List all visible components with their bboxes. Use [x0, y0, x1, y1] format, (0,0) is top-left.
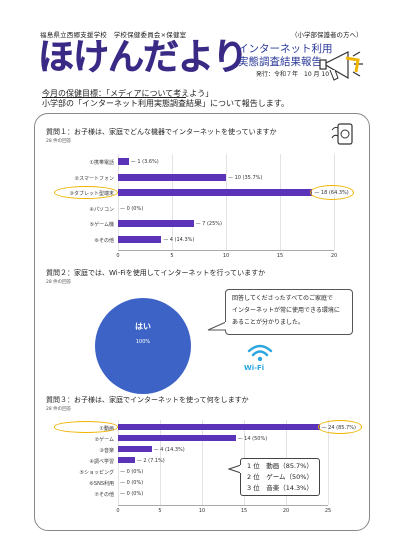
category-label: ⑥その他	[94, 237, 114, 244]
x-tick-label: 20	[282, 508, 290, 514]
megaphone-icon	[319, 51, 363, 81]
category-label: ⑥SNS利用	[89, 481, 114, 487]
x-axis	[118, 505, 328, 506]
bar	[118, 173, 226, 181]
rank-2: 2 位 ゲーム（50%）	[247, 473, 313, 481]
data-label: — 10 (35.7%)	[228, 174, 263, 181]
data-label: — 14 (50%)	[237, 436, 268, 442]
intro-text: 小学部の「インターネット利用実態調査結果」について報告します。	[42, 99, 289, 108]
x-tick-label: 10	[198, 508, 206, 514]
gridline	[334, 154, 335, 250]
gridline	[160, 420, 161, 505]
x-axis	[118, 250, 334, 251]
data-label: — 4 (14.3%)	[153, 447, 185, 453]
gridline	[280, 154, 281, 250]
rank-3: 3 位 音楽（14.3%）	[247, 484, 313, 492]
ranking-pointer	[228, 464, 242, 474]
q1-title: 質問１：お子様は、家庭でどんな機器でインターネットを使っていますか	[46, 128, 277, 136]
category-label: ⑦その他	[94, 492, 114, 498]
gridline	[328, 420, 329, 505]
data-label: — 0 (0%)	[120, 469, 144, 475]
q1-count: 28 件の回答	[46, 139, 72, 144]
data-label: — 0 (0%)	[120, 491, 144, 497]
bar	[118, 189, 313, 196]
q2-pie-slice	[95, 298, 191, 394]
q3-count: 28 件の回答	[46, 407, 72, 412]
subtitle-line-2: 実態調査結果報告	[238, 56, 322, 68]
highlight-ellipse	[54, 421, 118, 433]
gridline	[226, 154, 227, 250]
q2-callout: 回答してくださったすべてのご家庭で インターネットが常に使用できる環境に あるこ…	[225, 289, 353, 335]
data-label: — 2 (7.1%)	[136, 458, 165, 464]
category-label: ①携帯電話	[89, 160, 114, 166]
data-label: — 0 (0%)	[120, 205, 144, 212]
wifi-label: Wi-Fi	[244, 364, 265, 372]
gridline	[118, 154, 119, 250]
category-label: ②ゲーム	[94, 437, 114, 443]
callout-line-2: インターネットが常に使用できる環境に	[232, 307, 340, 314]
gridline	[118, 420, 119, 505]
q3-ranking-box: 1 位 動画（85.7%） 2 位 ゲーム（50%） 3 位 音楽（14.3%）	[240, 458, 320, 496]
audience-label: （小学部保護者の方へ）	[291, 31, 363, 39]
wifi-icon	[247, 344, 273, 362]
category-label: ⑤ショッピング	[79, 470, 114, 476]
x-tick-label: 5	[158, 508, 162, 514]
x-tick-label: 25	[324, 508, 332, 514]
highlight-ellipse	[54, 186, 118, 199]
bar	[118, 457, 135, 463]
data-label: — 0 (0%)	[120, 480, 144, 486]
bar	[118, 446, 152, 452]
category-label: ②スマートフォン	[74, 175, 114, 182]
callout-pointer	[207, 321, 228, 331]
category-label: ③音楽	[99, 448, 114, 454]
x-tick-label: 10	[222, 253, 230, 259]
gridline	[172, 154, 173, 250]
report-subtitle: インターネット利用 実態調査結果報告	[238, 43, 333, 69]
data-label: — 1 (3.6%)	[130, 159, 159, 165]
category-label: ④調べ学習	[89, 459, 114, 465]
data-label: — 4 (14.3%)	[163, 236, 195, 243]
q2-pie-percent: 100%	[135, 339, 151, 345]
q3-title: 質問３：お子様は、家庭でインターネットを使って何をしますか	[46, 396, 249, 404]
highlight-ellipse	[317, 420, 362, 434]
x-tick-label: 0	[116, 508, 120, 514]
x-tick-label: 0	[116, 253, 120, 259]
bar	[118, 235, 162, 243]
highlight-ellipse	[310, 185, 355, 200]
x-tick-label: 5	[170, 253, 174, 259]
survey-frame	[34, 113, 370, 531]
subtitle-line-1: インターネット利用	[238, 43, 333, 55]
data-label: — 7 (25%)	[195, 221, 222, 227]
category-label: ④パソコン	[89, 206, 114, 213]
gridline	[202, 420, 203, 505]
q2-count: 28 件の回答	[46, 280, 72, 285]
q2-pie-label: はい	[135, 322, 151, 331]
monthly-goal: 今月の保健目標：「メディアについて考えよう」	[42, 89, 214, 98]
callout-line-1: 回答してくださったすべてのご家庭で	[232, 295, 333, 302]
newsletter-title: ほけんだより	[38, 37, 249, 78]
x-tick-label: 15	[240, 508, 248, 514]
bar	[118, 158, 129, 165]
bar	[118, 435, 236, 441]
tablet-icon	[331, 123, 353, 145]
school-name: 福島県立西郷支援学校 学校保健委員会×保健室	[40, 31, 187, 39]
goal-underline	[42, 97, 186, 98]
rank-1: 1 位 動画（85.7%）	[247, 462, 313, 470]
bar	[118, 220, 194, 227]
issue-date: 発行：令和７年 10 月 10 日	[256, 71, 337, 78]
x-tick-label: 15	[276, 253, 284, 259]
category-label: ⑤ゲーム機	[89, 222, 114, 228]
x-tick-label: 20	[330, 253, 338, 259]
bar	[118, 424, 320, 430]
q2-title: 質問２：家庭では、Wi-Fiを使用してインターネットを行っていますか	[46, 269, 266, 277]
callout-line-3: あることが分かりました。	[232, 319, 305, 326]
